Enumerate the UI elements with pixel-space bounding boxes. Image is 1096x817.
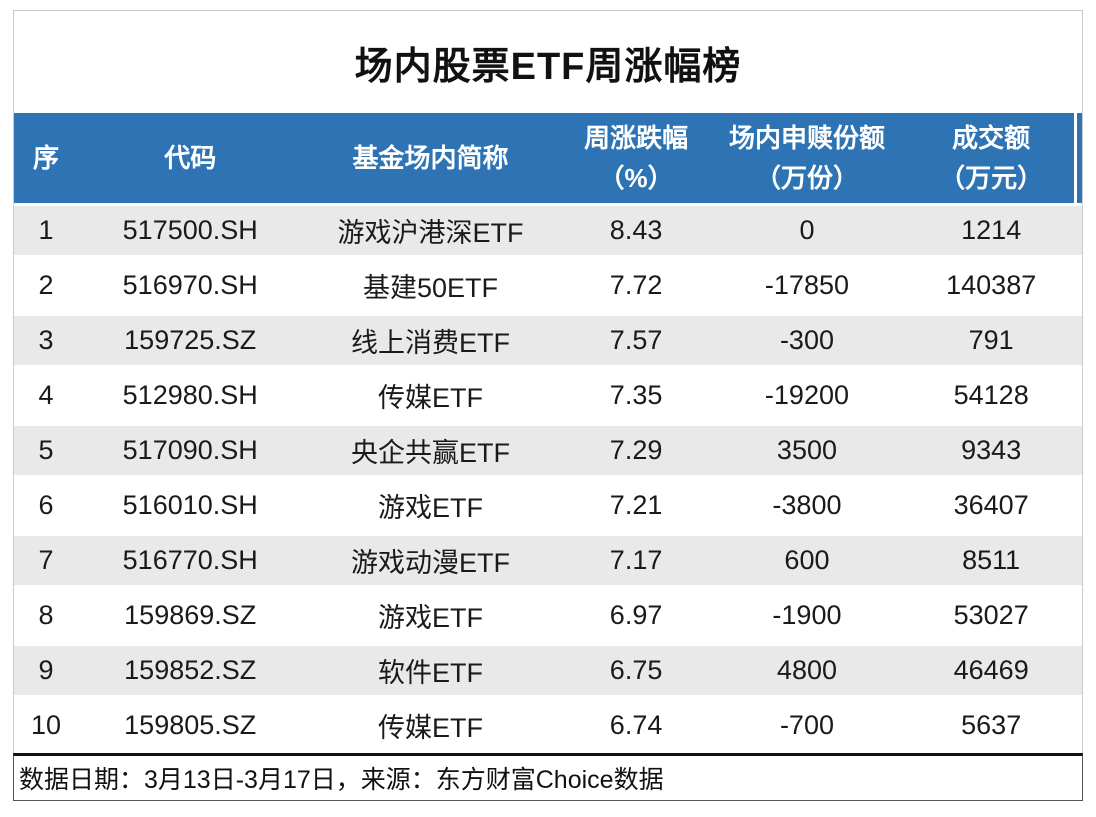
table-header-row: 序 代码 基金场内简称 周涨跌幅 （%） 场内申赎份额 （万份） 成交额 （万元） [14, 113, 1082, 203]
cell-code: 512980.SH [122, 380, 258, 410]
cell-rank: 3 [38, 325, 54, 355]
column-header-net-subscription: 场内申赎份额 （万份） [714, 113, 901, 203]
cell-fund-name: 传媒ETF [378, 383, 483, 413]
cell-weekly-change: 7.29 [609, 435, 663, 465]
cell-turnover: 36407 [953, 490, 1029, 520]
etf-ranking-card: 场内股票ETF周涨幅榜 序 代码 基金场内简称 周涨跌幅 （%） 场内申赎份额 （万份） 成交… [13, 10, 1083, 801]
table-body: 1 517500.SH 游戏沪港深ETF 8.43 0 1214 2 516970.SH 基建5… [14, 203, 1082, 753]
cell-rank: 10 [31, 710, 62, 740]
cell-net-subscription: 4800 [776, 655, 837, 685]
cell-net-subscription: -19200 [764, 380, 849, 410]
cell-net-subscription: -3800 [772, 490, 842, 520]
column-unit: （万份） [754, 163, 859, 193]
column-label: 成交额 [952, 123, 1031, 153]
header-gridline [1074, 113, 1077, 203]
cell-rank: 9 [38, 655, 54, 685]
cell-rank: 8 [38, 600, 54, 630]
column-label: 周涨跌幅 [584, 123, 689, 153]
cell-rank: 6 [38, 490, 54, 520]
cell-code: 516970.SH [122, 270, 258, 300]
cell-turnover: 5637 [961, 710, 1022, 740]
cell-turnover: 791 [968, 325, 1014, 355]
cell-turnover: 53027 [953, 600, 1029, 630]
cell-turnover: 54128 [953, 380, 1029, 410]
table-row: 3 159725.SZ 线上消费ETF 7.57 -300 791 [14, 313, 1082, 368]
table-row: 6 516010.SH 游戏ETF 7.21 -3800 36407 [14, 478, 1082, 533]
cell-rank: 4 [38, 380, 54, 410]
table-row: 7 516770.SH 游戏动漫ETF 7.17 600 8511 [14, 533, 1082, 588]
title-bar: 场内股票ETF周涨幅榜 [14, 11, 1082, 113]
column-label: 基金场内简称 [352, 143, 509, 173]
cell-turnover: 140387 [946, 270, 1037, 300]
cell-weekly-change: 6.74 [609, 710, 663, 740]
cell-weekly-change: 7.57 [609, 325, 663, 355]
cell-fund-name: 游戏动漫ETF [351, 548, 510, 578]
column-header-turnover: 成交额 （万元） [900, 113, 1082, 203]
cell-fund-name: 基建50ETF [362, 273, 499, 303]
table-row: 1 517500.SH 游戏沪港深ETF 8.43 0 1214 [14, 203, 1082, 258]
footnote-text: 数据日期：3月13日-3月17日，来源：东方财富Choice数据 [19, 766, 664, 794]
cell-rank: 5 [38, 435, 54, 465]
cell-weekly-change: 7.35 [609, 380, 663, 410]
cell-fund-name: 软件ETF [378, 658, 483, 688]
cell-fund-name: 游戏沪港深ETF [337, 218, 524, 248]
cell-weekly-change: 8.43 [609, 215, 663, 245]
cell-rank: 7 [38, 545, 54, 575]
cell-weekly-change: 6.97 [609, 600, 663, 630]
cell-code: 517090.SH [122, 435, 258, 465]
table-row: 4 512980.SH 传媒ETF 7.35 -19200 54128 [14, 368, 1082, 423]
cell-code: 516770.SH [122, 545, 258, 575]
cell-code: 517500.SH [122, 215, 258, 245]
cell-turnover: 46469 [953, 655, 1029, 685]
cell-rank: 1 [38, 215, 54, 245]
table-row: 8 159869.SZ 游戏ETF 6.97 -1900 53027 [14, 588, 1082, 643]
column-label: 场内申赎份额 [728, 123, 885, 153]
cell-fund-name: 游戏ETF [378, 603, 483, 633]
cell-net-subscription: 0 [799, 215, 815, 245]
cell-code: 159852.SZ [124, 655, 257, 685]
cell-net-subscription: -1900 [772, 600, 842, 630]
column-unit: （%） [598, 163, 674, 193]
cell-rank: 2 [38, 270, 54, 300]
cell-weekly-change: 6.75 [609, 655, 663, 685]
cell-fund-name: 游戏ETF [378, 493, 483, 523]
cell-turnover: 1214 [961, 215, 1022, 245]
cell-net-subscription: -17850 [764, 270, 849, 300]
cell-net-subscription: 600 [784, 545, 830, 575]
table-footnote: 数据日期：3月13日-3月17日，来源：东方财富Choice数据 [13, 753, 1083, 801]
cell-net-subscription: -700 [779, 710, 834, 740]
column-header-fund-name: 基金场内简称 [302, 113, 558, 203]
cell-net-subscription: -300 [779, 325, 834, 355]
cell-net-subscription: 3500 [776, 435, 837, 465]
column-header-weekly-change: 周涨跌幅 （%） [559, 113, 714, 203]
column-label: 序 [33, 143, 60, 173]
column-header-code: 代码 [78, 113, 302, 203]
cell-turnover: 8511 [962, 545, 1021, 575]
cell-fund-name: 央企共赢ETF [351, 438, 510, 468]
column-header-rank: 序 [14, 113, 78, 203]
cell-fund-name: 线上消费ETF [351, 328, 510, 358]
cell-weekly-change: 7.17 [609, 545, 663, 575]
table-row: 9 159852.SZ 软件ETF 6.75 4800 46469 [14, 643, 1082, 698]
table-row: 2 516970.SH 基建50ETF 7.72 -17850 140387 [14, 258, 1082, 313]
cell-weekly-change: 7.21 [609, 490, 663, 520]
cell-turnover: 9343 [961, 435, 1022, 465]
column-label: 代码 [164, 143, 217, 173]
cell-fund-name: 传媒ETF [378, 713, 483, 743]
cell-weekly-change: 7.72 [609, 270, 663, 300]
cell-code: 159805.SZ [124, 710, 257, 740]
table-row: 10 159805.SZ 传媒ETF 6.74 -700 5637 [14, 698, 1082, 753]
page-title: 场内股票ETF周涨幅榜 [354, 45, 742, 88]
table-row: 5 517090.SH 央企共赢ETF 7.29 3500 9343 [14, 423, 1082, 478]
cell-code: 516010.SH [122, 490, 258, 520]
cell-code: 159725.SZ [124, 325, 257, 355]
cell-code: 159869.SZ [124, 600, 257, 630]
column-unit: （万元） [939, 163, 1044, 193]
